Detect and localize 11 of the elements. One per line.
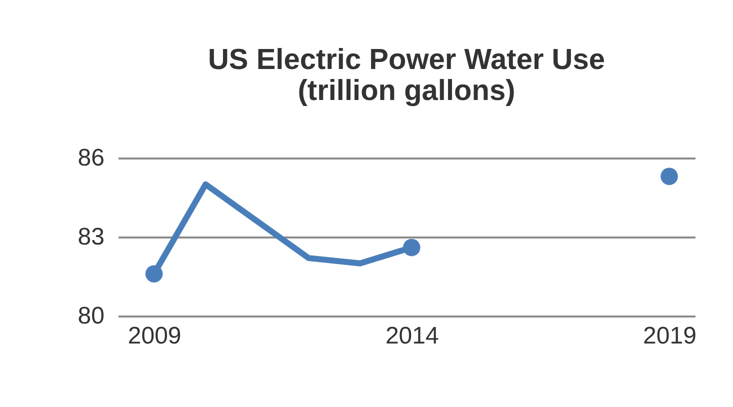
y-tick-label: 80	[78, 302, 104, 330]
point	[402, 238, 420, 256]
x-tick-label: 2019	[643, 322, 696, 350]
y-tick-label: 86	[78, 144, 104, 172]
text: US Electric Power Water Use	[208, 44, 606, 76]
x-tick-label: 2014	[385, 322, 439, 350]
y-tick-label: 83	[78, 224, 104, 250]
text: (trillion gallons)	[298, 75, 516, 107]
x-tick-label: 2009	[128, 322, 182, 350]
point	[660, 168, 678, 186]
point	[145, 265, 163, 283]
